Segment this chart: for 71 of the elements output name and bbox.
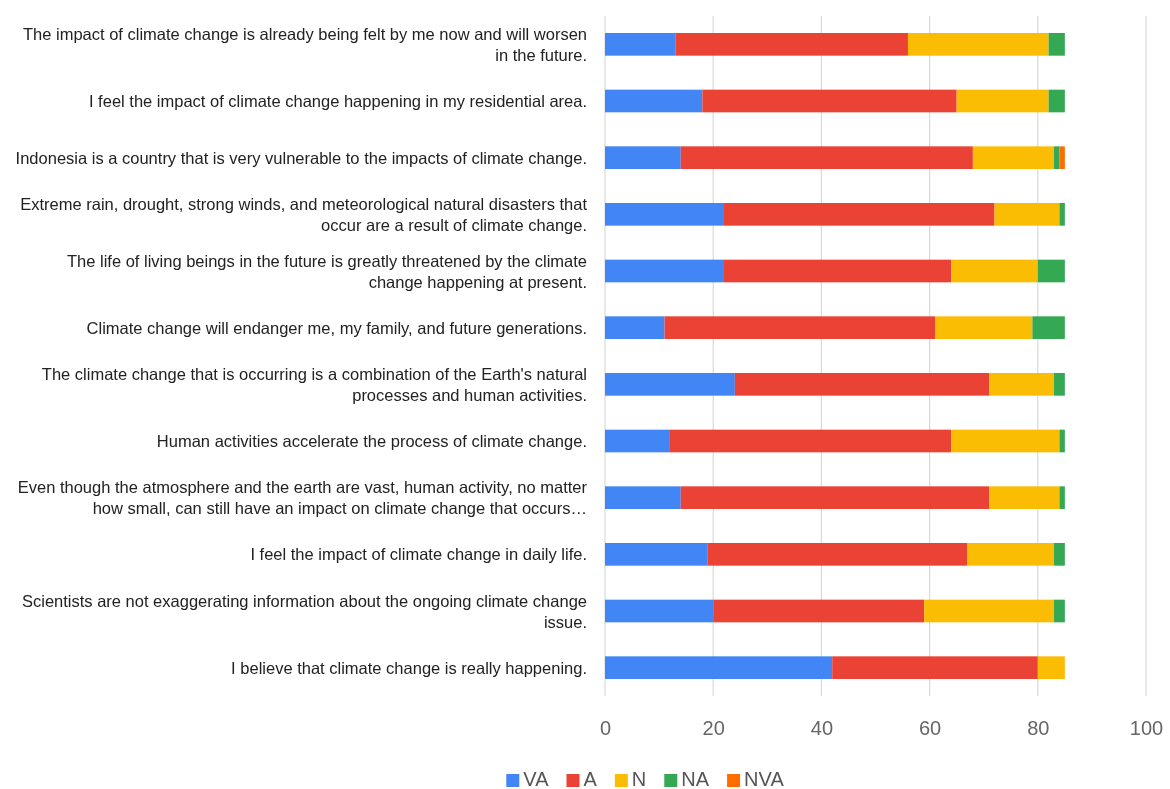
bar <box>605 373 735 396</box>
legend-label: VA <box>523 768 550 789</box>
y-tick-label: I believe that climate change is really happening. <box>231 658 587 677</box>
x-tick-label: 80 <box>1027 717 1050 740</box>
y-tick-label: The climate change that is occurring is a combination of the Earth's natural processes and human activities. <box>41 364 587 404</box>
legend-label: A <box>583 768 598 789</box>
y-tick-label: Indonesia is a country that is very vulnerable to the impacts of climate change. <box>15 148 587 167</box>
bar <box>605 486 681 509</box>
y-tick-label: Climate change will endanger me, my family, and future generations. <box>86 318 587 337</box>
y-tick-label: Even though the atmosphere and the earth are vast, human activity, no matter how small, can still have an impact on climate change that occurs… <box>17 478 588 518</box>
bar <box>707 543 968 566</box>
y-tick-label: The impact of climate change is already being felt by me now and will worsen in the future. <box>22 24 587 64</box>
legend-label: N <box>631 768 647 789</box>
bar <box>724 203 995 226</box>
x-tick-label: 60 <box>918 717 942 740</box>
bar <box>605 89 703 113</box>
bar <box>680 486 990 509</box>
bar <box>1059 429 1065 453</box>
bar <box>734 373 990 396</box>
bar <box>967 543 1055 566</box>
bar <box>675 33 908 56</box>
x-tick-label: 0 <box>599 717 612 740</box>
bar <box>605 543 708 566</box>
x-tick-label: 100 <box>1129 717 1164 740</box>
bar <box>989 373 1055 396</box>
bar <box>951 429 1060 453</box>
bar <box>605 599 714 623</box>
bar <box>1054 146 1060 169</box>
bar <box>924 599 1055 623</box>
bar <box>724 259 952 283</box>
bar <box>605 146 681 169</box>
y-tick-label: Extreme rain, drought, strong winds, and meteorological natural disasters that occur are a result of climate change. <box>20 194 588 234</box>
y-tick-label: I feel the impact of climate change happening in my residential area. <box>88 92 587 110</box>
y-tick-label: Scientists are not exaggerating information about the ongoing climate change issue. <box>21 591 587 631</box>
bar <box>1032 316 1065 339</box>
bar <box>680 146 973 169</box>
bar <box>951 259 1038 283</box>
bar <box>664 316 936 339</box>
bar <box>907 33 1049 56</box>
bar <box>832 656 1038 679</box>
bar <box>713 599 925 623</box>
bar <box>605 203 725 226</box>
bar <box>669 429 952 453</box>
y-tick-label: The life of living beings in the future is greatly threatened by the climate change happening at present. <box>66 251 587 291</box>
bar <box>972 146 1055 169</box>
bar <box>989 486 1060 509</box>
bar <box>605 259 725 283</box>
bar <box>702 89 957 113</box>
bar <box>1048 33 1065 56</box>
bar <box>1054 599 1065 623</box>
bar <box>1059 203 1065 226</box>
legend-label: NVA <box>744 768 785 789</box>
bar <box>605 429 670 453</box>
bar <box>1059 146 1065 169</box>
y-tick-label: I feel the impact of climate change in daily life. <box>250 545 587 564</box>
bar <box>956 89 1049 113</box>
bar <box>935 316 1033 339</box>
x-tick-label: 40 <box>810 717 834 740</box>
bar <box>1054 543 1065 566</box>
y-tick-label: Human activities accelerate the process of climate change. <box>156 432 587 450</box>
bar <box>1059 486 1065 509</box>
bar <box>605 33 676 56</box>
bar <box>605 316 665 339</box>
bar <box>994 203 1060 226</box>
bar <box>1037 656 1065 679</box>
bar <box>1048 89 1065 113</box>
x-tick-label: 20 <box>702 717 725 740</box>
bar <box>1054 373 1065 396</box>
legend-label: NA <box>681 768 710 789</box>
bar <box>1037 259 1065 283</box>
bar <box>605 656 833 679</box>
